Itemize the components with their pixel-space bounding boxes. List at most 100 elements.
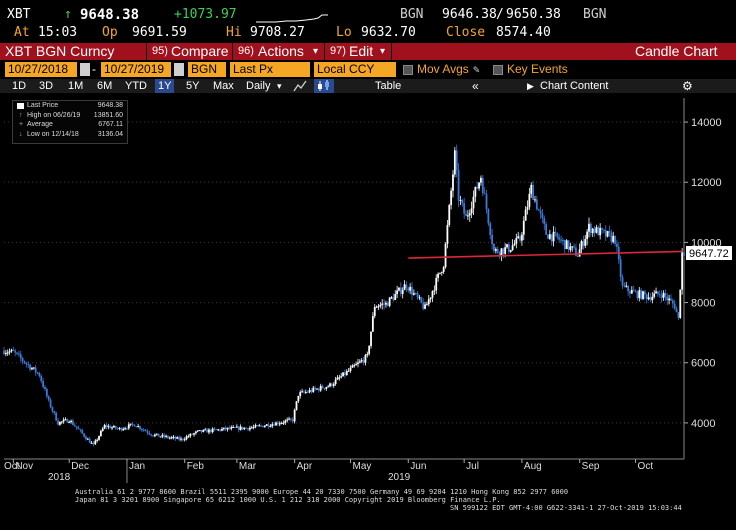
period-ytd[interactable]: YTD xyxy=(125,80,147,92)
candle-body xyxy=(18,353,20,355)
candle-body xyxy=(558,237,561,240)
candle-body xyxy=(515,238,518,244)
candle-body xyxy=(634,291,637,293)
candle-body xyxy=(12,349,15,351)
footer-line-2: Japan 81 3 3201 8900 Singapore 65 6212 1… xyxy=(75,496,501,504)
period-6m[interactable]: 6M xyxy=(97,80,113,92)
x-tick-label: Dec xyxy=(71,461,89,472)
candle-body xyxy=(342,372,344,377)
candle-body xyxy=(148,432,151,435)
candle-body xyxy=(79,429,82,431)
period-3d[interactable]: 3D xyxy=(39,80,54,92)
candle-body xyxy=(206,429,208,433)
security-name[interactable]: XBT BGN Curncy xyxy=(5,43,115,59)
gear-icon[interactable]: ⚙ xyxy=(682,79,693,93)
price-field[interactable]: Last Px xyxy=(230,62,310,77)
candle-body xyxy=(187,436,190,438)
candle-body xyxy=(349,367,352,371)
candle-body xyxy=(554,231,557,233)
frequency-dropdown[interactable]: Daily xyxy=(246,80,271,92)
candle-body xyxy=(139,426,141,430)
legend-row-average: + Average 6767.11 xyxy=(13,120,127,130)
table-button[interactable]: Table xyxy=(375,80,402,92)
key-events-checkbox[interactable] xyxy=(493,65,503,75)
candle-body xyxy=(610,232,613,242)
candle-body xyxy=(595,227,598,233)
legend-marker: + xyxy=(19,121,24,128)
footer-line-1: Australia 61 2 9777 8600 Brazil 5511 239… xyxy=(75,488,569,496)
candle-body xyxy=(539,210,542,214)
candle-body xyxy=(614,235,616,244)
candle-body xyxy=(599,227,602,236)
x-tick-label: May xyxy=(353,461,372,472)
y-tick-label: 12000 xyxy=(691,177,722,189)
candle-body xyxy=(155,433,158,435)
toolbar-divider xyxy=(324,43,325,60)
actions-button[interactable]: Actions xyxy=(258,43,304,59)
compare-button[interactable]: Compare xyxy=(171,43,229,59)
pencil-icon[interactable]: ✎ xyxy=(473,63,480,76)
period-1m[interactable]: 1M xyxy=(68,80,84,92)
collapse-icon[interactable]: « xyxy=(472,79,479,93)
candle-body xyxy=(509,250,512,252)
candle-body xyxy=(448,205,451,225)
key-events-label[interactable]: Key Events xyxy=(507,62,568,76)
period-1y-active[interactable]: 1Y xyxy=(155,79,175,93)
period-1d[interactable]: 1D xyxy=(12,80,27,92)
candle-body xyxy=(103,424,106,429)
source-field[interactable]: BGN xyxy=(188,62,226,77)
candle-body xyxy=(602,229,605,231)
candle-body xyxy=(267,424,270,427)
candle-body xyxy=(355,364,358,366)
mov-avgs-checkbox[interactable] xyxy=(403,65,413,75)
candle-body xyxy=(55,412,58,421)
calendar-icon[interactable] xyxy=(174,63,184,76)
period-5y[interactable]: 5Y xyxy=(186,80,200,92)
line-chart-icon[interactable] xyxy=(293,79,307,93)
quote-source: BGN xyxy=(400,7,424,22)
candle-body xyxy=(562,239,564,241)
x-tick-label: Jul xyxy=(466,461,479,472)
candle-body xyxy=(657,291,659,295)
currency-field[interactable]: Local CCY xyxy=(314,62,396,77)
candle-body xyxy=(94,440,97,445)
candle-body xyxy=(528,193,531,208)
calendar-icon[interactable] xyxy=(80,63,90,76)
candle-body xyxy=(133,424,136,427)
candle-body xyxy=(362,360,365,363)
candle-body xyxy=(429,297,432,300)
candle-body xyxy=(403,284,406,291)
start-date-field[interactable]: 10/27/2018 xyxy=(5,62,77,77)
footer-line-3: SN 599122 EDT GMT-4:00 G622-3341-1 27-Oc… xyxy=(450,504,682,512)
candle-body xyxy=(215,429,218,431)
edit-button[interactable]: Edit xyxy=(349,43,374,59)
candle-body xyxy=(16,352,18,354)
candle-body xyxy=(237,426,240,430)
candle-body xyxy=(293,409,296,422)
candle-body xyxy=(14,350,17,353)
candle-body xyxy=(547,234,549,239)
mov-avgs-label[interactable]: Mov Avgs xyxy=(417,62,469,76)
candle-body xyxy=(608,231,611,233)
candle-chart-icon[interactable] xyxy=(314,79,334,93)
candle-body xyxy=(534,199,536,201)
candle-body xyxy=(8,351,11,353)
period-max[interactable]: Max xyxy=(213,80,234,92)
candle-body xyxy=(329,383,331,387)
candle-body xyxy=(466,215,469,217)
candle-body xyxy=(161,434,164,437)
candle-body xyxy=(660,295,663,298)
candle-body xyxy=(601,227,603,230)
x-tick-label: Aug xyxy=(524,461,542,472)
end-date-field[interactable]: 10/27/2019 xyxy=(101,62,171,77)
candle-body xyxy=(532,184,534,200)
candle-body xyxy=(204,429,207,431)
legend-value: 9648.38 xyxy=(97,102,123,109)
candle-body xyxy=(98,436,100,440)
net-change: +1073.97 xyxy=(174,7,237,22)
candle-body xyxy=(487,209,490,224)
candle-body xyxy=(230,427,233,429)
chart-content-button[interactable]: Chart Content xyxy=(540,80,609,92)
toolbar-divider xyxy=(232,43,233,60)
